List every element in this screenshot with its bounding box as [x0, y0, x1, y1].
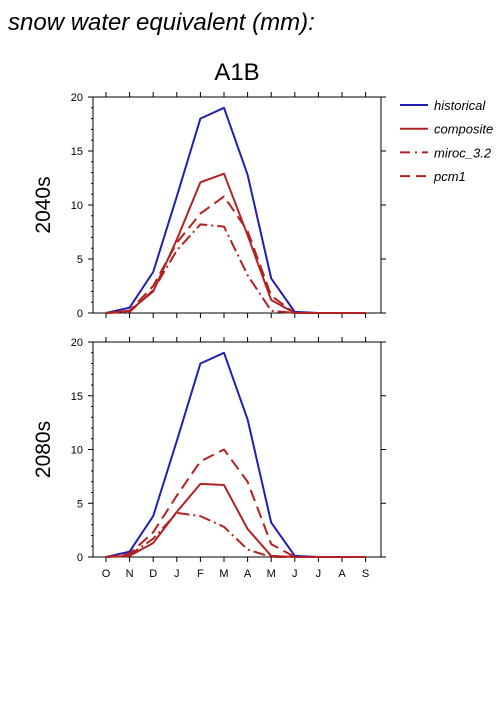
- legend-label-miroc_3.2: miroc_3.2: [434, 145, 492, 160]
- panel-2040s: 0 5 10 15 20 2040s: [32, 92, 386, 320]
- plot-frame: [92, 341, 382, 558]
- panel-label: 2080s: [32, 421, 55, 478]
- figure-heading: snow water equivalent (mm):: [8, 9, 315, 36]
- x-tick-label: J: [174, 568, 180, 580]
- x-tick-label: M: [219, 568, 228, 580]
- y-tick-label: 10: [71, 200, 83, 212]
- y-tick-label: 15: [71, 391, 83, 403]
- y-tick-label: 15: [71, 146, 83, 158]
- series-line-miroc_3.2: [105, 511, 366, 558]
- series-line-miroc_3.2: [105, 223, 366, 314]
- chart-title: A1B: [214, 59, 259, 86]
- series-line-historical: [105, 106, 366, 314]
- x-tick-label: N: [126, 568, 134, 580]
- legend-label-composite: composite: [434, 122, 493, 137]
- series-line-composite: [105, 482, 366, 558]
- legend-label-pcm1: pcm1: [433, 169, 466, 184]
- x-tick-label: A: [244, 568, 252, 580]
- y-tick-label: 5: [77, 498, 83, 510]
- series-line-historical: [105, 351, 366, 558]
- panel-2080s: 0 5 10 15 20 O N D J F M A M J J A S 2080s: [32, 337, 386, 580]
- x-tick-label: A: [338, 568, 346, 580]
- y-tick-label: 5: [77, 254, 83, 266]
- x-tick-label: F: [197, 568, 204, 580]
- legend-label-historical: historical: [434, 98, 486, 113]
- y-tick-label: 20: [71, 92, 83, 104]
- series-line-composite: [105, 172, 366, 314]
- panels: 0 5 10 15 20 2040s 0 5 10 15 20 O N D J F M A M J J A S 2080s: [32, 92, 386, 580]
- x-tick-label: J: [292, 568, 298, 580]
- x-tick-label: D: [149, 568, 157, 580]
- legend: historical composite miroc_3.2 pcm1: [400, 98, 493, 184]
- y-tick-label: 0: [77, 308, 83, 320]
- x-tick-label: S: [362, 568, 369, 580]
- series-line-pcm1: [105, 195, 366, 314]
- x-tick-label: M: [267, 568, 276, 580]
- series-line-pcm1: [105, 448, 366, 558]
- y-tick-label: 10: [71, 445, 83, 457]
- y-tick-label: 0: [77, 552, 83, 564]
- y-tick-label: 20: [71, 337, 83, 349]
- x-tick-label: O: [102, 568, 111, 580]
- x-tick-label: J: [316, 568, 322, 580]
- panel-label: 2040s: [32, 176, 55, 233]
